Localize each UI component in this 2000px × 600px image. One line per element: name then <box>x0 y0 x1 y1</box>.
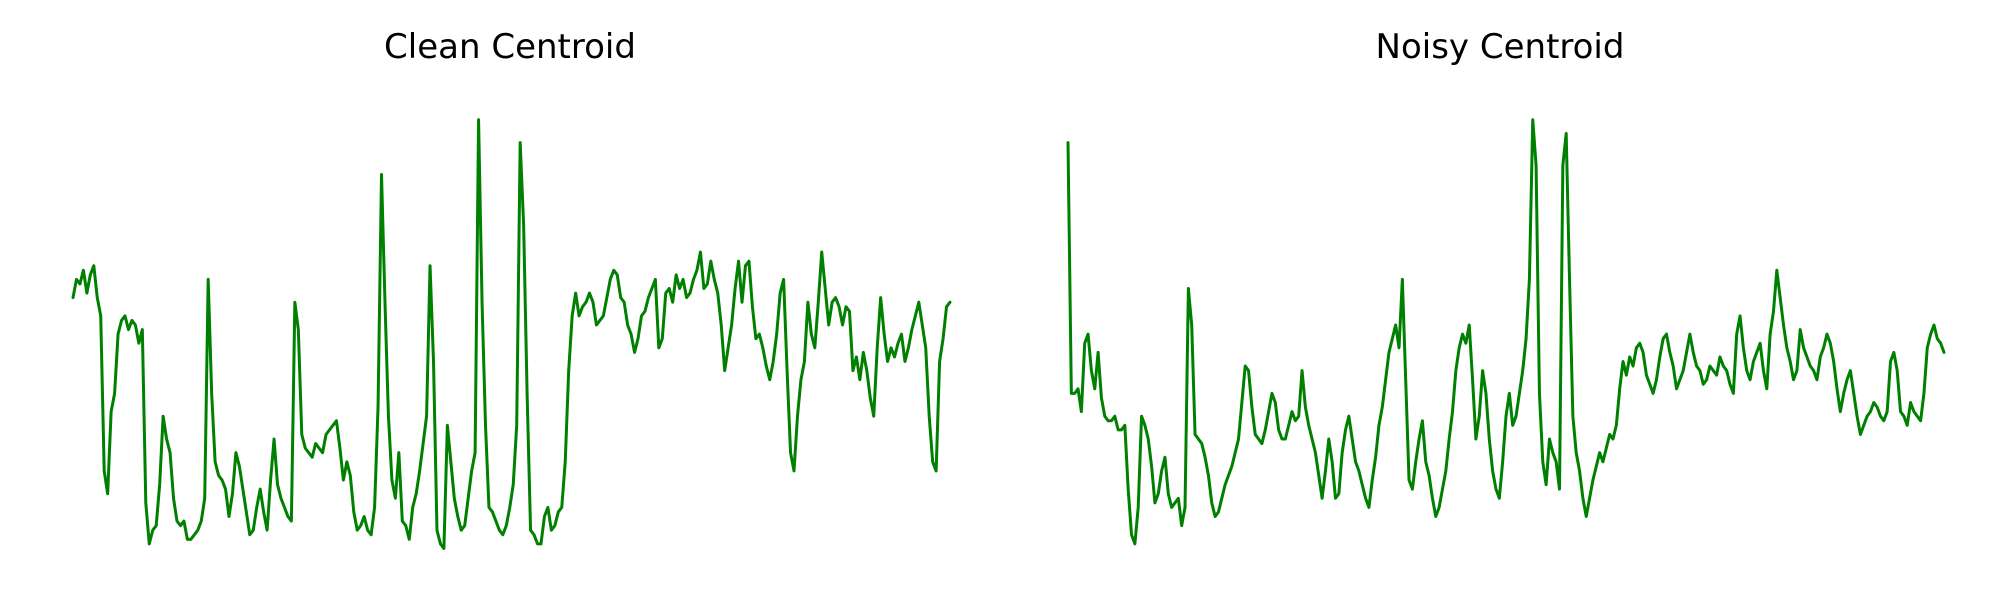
chart-clean-centroid: Clean Centroid <box>71 27 952 550</box>
noisy-centroid-line <box>1066 118 1946 546</box>
noisy-series-group <box>1066 118 1946 546</box>
chart-noisy-centroid: Noisy Centroid <box>1066 27 1946 546</box>
clean-centroid-line <box>71 118 952 550</box>
clean-series-group <box>71 118 952 550</box>
chart-title-clean: Clean Centroid <box>384 27 636 67</box>
chart-title-noisy: Noisy Centroid <box>1376 27 1625 67</box>
